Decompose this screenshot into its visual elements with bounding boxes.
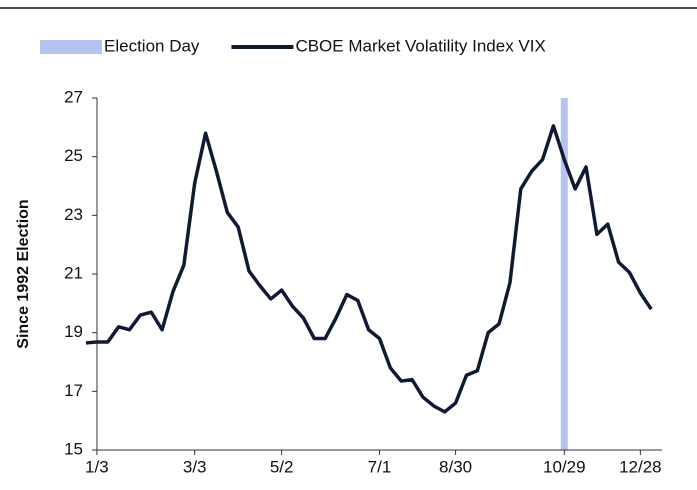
x-tick-label: 8/30 — [439, 457, 472, 476]
legend-label: CBOE Market Volatility Index VIX — [295, 36, 545, 55]
x-tick-label: 5/2 — [270, 457, 294, 476]
x-tick-label: 12/28 — [619, 457, 662, 476]
vix-line — [85, 124, 653, 414]
y-tick-label: 19 — [64, 322, 83, 341]
y-tick-label: 17 — [64, 381, 83, 400]
x-tick-label: 10/29 — [543, 457, 586, 476]
y-axis-label: Since 1992 Election — [15, 199, 32, 348]
y-tick-label: 23 — [64, 205, 83, 224]
y-tick-label: 27 — [64, 87, 83, 106]
y-tick-label: 25 — [64, 146, 83, 165]
x-tick-label: 3/3 — [183, 457, 207, 476]
x-tick-label: 7/1 — [368, 457, 392, 476]
x-tick-label: 1/3 — [85, 457, 109, 476]
legend-swatch — [40, 40, 102, 54]
y-tick-label: 15 — [64, 439, 83, 458]
highlight-bar — [560, 98, 568, 450]
y-tick-label: 21 — [64, 263, 83, 282]
legend-label: Election Day — [104, 36, 200, 55]
